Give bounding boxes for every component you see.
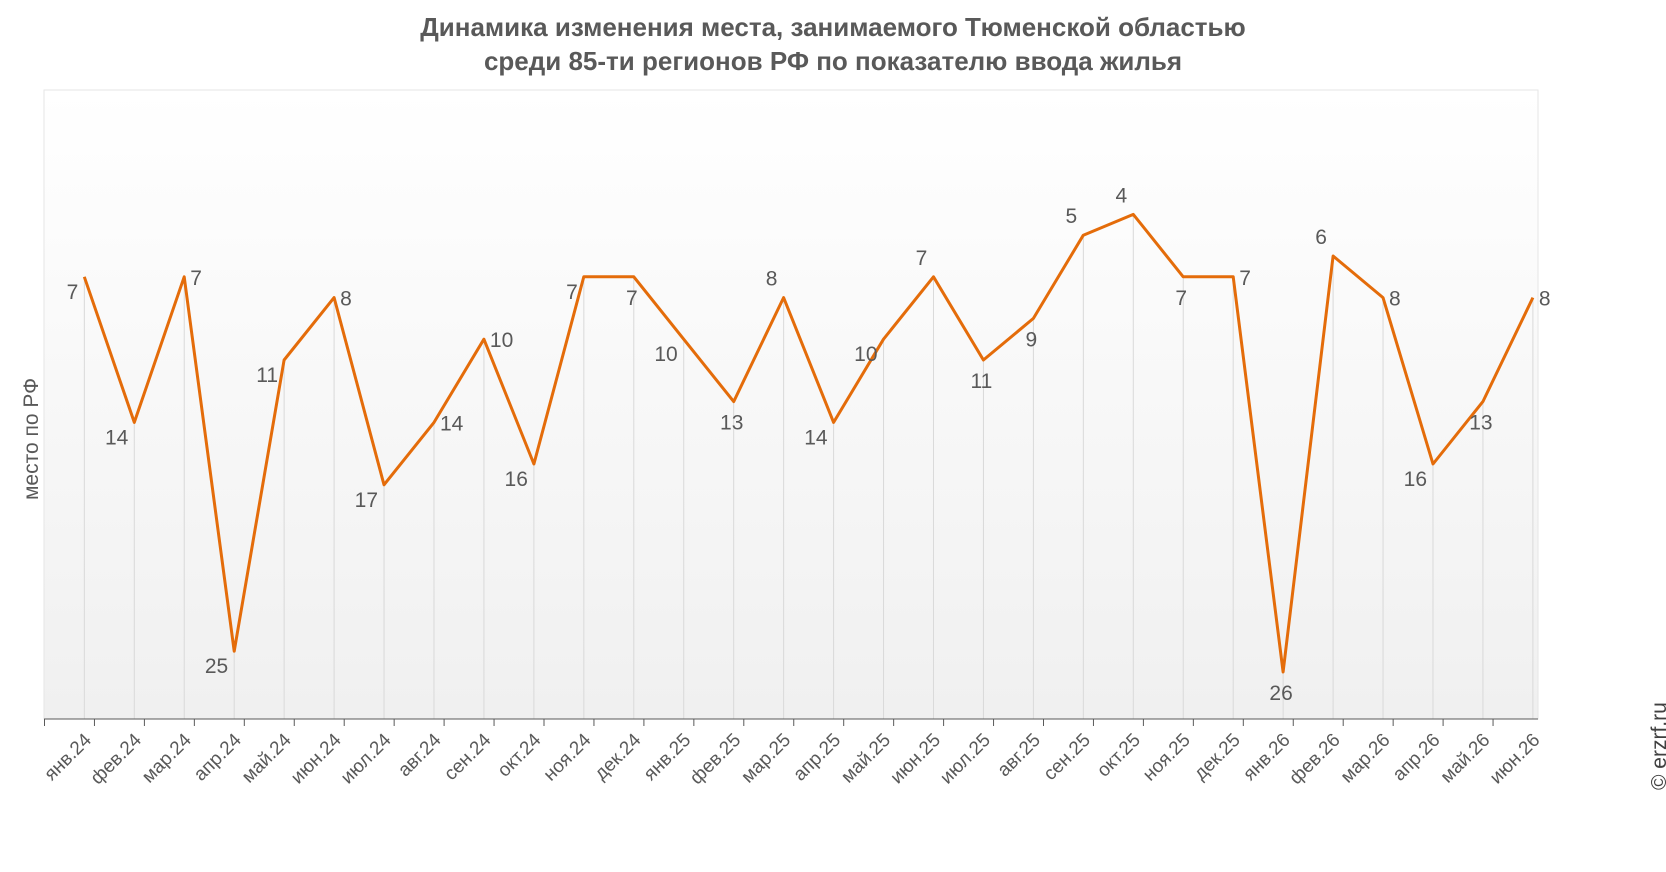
x-tick-label: сен.25	[1040, 730, 1095, 785]
data-label: 8	[766, 268, 778, 291]
x-tick-labels: янв.24фев.24мар.24апр.24май.24июн.24июл.…	[40, 729, 1544, 789]
data-label: 25	[205, 655, 228, 678]
x-tick-label: янв.25	[640, 730, 695, 785]
x-tick-label: апр.24	[190, 729, 246, 785]
x-tick-label: фев.26	[1285, 730, 1344, 789]
data-label: 5	[1065, 205, 1077, 228]
x-tick-label: апр.26	[1389, 730, 1445, 786]
data-label: 8	[1389, 288, 1401, 311]
x-tick-label: авг.25	[994, 730, 1045, 781]
x-tick-label: июл.25	[936, 730, 995, 789]
x-tick-label: янв.26	[1239, 730, 1294, 785]
x-tick-label: май.26	[1437, 730, 1495, 788]
data-label: 7	[1239, 267, 1251, 290]
data-label: 9	[1026, 328, 1038, 351]
data-label: 26	[1269, 682, 1292, 705]
x-axis-ticks	[44, 719, 1494, 726]
data-label: 4	[1115, 184, 1127, 207]
chart-title-line1: Динамика изменения места, занимаемого Тю…	[420, 12, 1246, 42]
x-tick-label: дек.25	[1190, 730, 1245, 785]
x-tick-label: окт.24	[494, 729, 546, 781]
drop-lines	[83, 214, 1534, 719]
data-label: 13	[1469, 412, 1492, 435]
x-tick-label: мар.24	[138, 729, 196, 787]
data-label: 7	[190, 267, 202, 290]
data-label: 16	[1404, 468, 1427, 491]
data-label: 13	[720, 412, 743, 435]
data-label: 7	[916, 247, 928, 270]
data-label: 17	[355, 489, 378, 512]
chart-title: Динамика изменения места, занимаемого Тю…	[0, 10, 1666, 78]
x-tick-label: янв.24	[40, 729, 96, 785]
x-tick-label: ноя.25	[1139, 730, 1195, 786]
x-tick-label: мар.25	[737, 730, 795, 788]
x-tick-label: июн.24	[287, 729, 346, 788]
x-tick-label: май.24	[238, 729, 296, 787]
data-label: 10	[854, 343, 877, 366]
data-label: 14	[105, 426, 129, 449]
x-tick-label: окт.25	[1093, 730, 1145, 782]
chart-title-line2: среди 85-ти регионов РФ по показателю вв…	[483, 46, 1183, 76]
point-labels: 7 14 7 25 11 8 17 14 10 16 7 7 10 13 8 14 10 7 11 9 5 4 7 7 26 6 8…	[67, 184, 1551, 705]
data-label: 7	[67, 281, 79, 304]
x-tick-label: сен.24	[440, 729, 495, 784]
data-label: 6	[1315, 226, 1327, 249]
x-tick-label: июн.26	[1486, 730, 1545, 789]
data-label: 7	[566, 281, 578, 304]
data-label: 14	[804, 426, 828, 449]
data-label: 8	[340, 288, 352, 311]
x-tick-label: май.25	[837, 730, 895, 788]
data-label: 14	[440, 412, 464, 435]
data-label: 11	[256, 364, 278, 387]
series-line	[82, 212, 1535, 674]
x-tick-label: апр.25	[789, 730, 845, 786]
data-label: 10	[490, 329, 513, 352]
x-tick-label: фев.24	[87, 729, 146, 788]
data-label: 16	[505, 468, 528, 491]
data-label: 7	[1175, 287, 1187, 310]
x-tick-label: июл.24	[337, 729, 396, 788]
data-label: 10	[654, 343, 677, 366]
x-tick-label: авг.24	[394, 729, 446, 781]
data-label: 7	[626, 287, 638, 310]
x-tick-label: июн.25	[887, 730, 946, 789]
x-tick-label: фев.25	[686, 730, 745, 789]
data-label: 8	[1539, 288, 1551, 311]
data-label: 11	[970, 370, 992, 393]
x-tick-label: дек.24	[591, 729, 646, 784]
x-tick-label: мар.26	[1337, 730, 1395, 788]
x-tick-label: ноя.24	[540, 729, 596, 785]
